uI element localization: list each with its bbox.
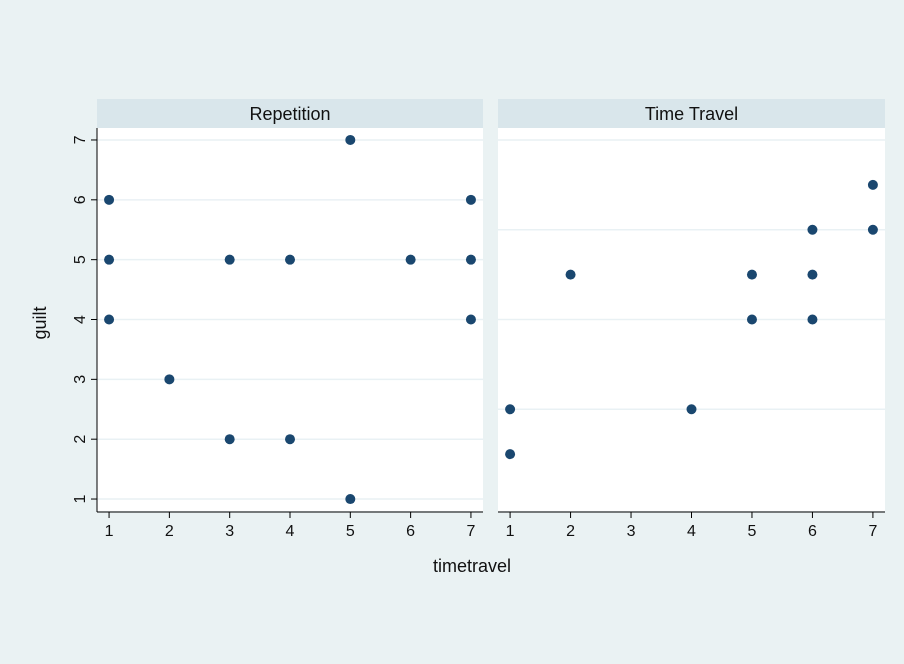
data-point (505, 404, 516, 415)
y-tick-label: 6 (72, 195, 89, 204)
chart-panels: Repetition 1 2 3 4 5 6 7 1 2 3 4 5 6 7 Time Travel 1 2 3 4 5… (72, 99, 885, 540)
data-point (285, 434, 295, 445)
x-tick-label: 4 (687, 523, 696, 540)
data-point (405, 254, 416, 265)
x-tick-label: 5 (346, 523, 355, 540)
data-point (104, 254, 115, 265)
data-point (565, 269, 576, 280)
y-tick-label: 5 (72, 255, 89, 264)
panel-header (97, 99, 483, 128)
y-axis-title: guilt (30, 306, 50, 339)
data-point (285, 254, 295, 265)
data-point (224, 254, 235, 265)
data-point (104, 194, 115, 205)
data-point (465, 194, 476, 205)
x-tick-label: 5 (748, 523, 757, 540)
x-tick-label: 2 (165, 523, 174, 540)
panel-2: Time Travel 1 2 3 4 5 6 7 (498, 99, 885, 540)
data-point (505, 449, 516, 460)
x-tick-label: 1 (506, 523, 515, 540)
data-point (345, 494, 356, 505)
x-tick-label: 7 (868, 523, 877, 540)
data-point (746, 314, 757, 325)
x-tick-label: 6 (808, 523, 817, 540)
y-tick-label: 1 (72, 494, 89, 503)
data-point (164, 374, 175, 385)
panel-title: Time Travel (645, 104, 738, 124)
data-point (224, 434, 235, 445)
data-point (746, 269, 757, 280)
panel-1: Repetition 1 2 3 4 5 6 7 1 2 3 4 5 6 7 (72, 99, 483, 540)
y-tick-label: 2 (72, 435, 89, 444)
data-point (465, 314, 476, 325)
y-tick-label: 4 (72, 315, 89, 324)
panel-title: Repetition (249, 104, 330, 124)
x-tick-label: 4 (286, 523, 295, 540)
data-point (686, 404, 697, 415)
y-tick-label: 3 (72, 375, 89, 384)
x-tick-label: 6 (406, 523, 415, 540)
x-tick-label: 3 (225, 523, 234, 540)
x-tick-label: 3 (627, 523, 636, 540)
panel-header (498, 99, 885, 128)
data-point (465, 254, 476, 265)
data-point (807, 224, 818, 235)
data-point (807, 269, 818, 280)
data-point (867, 224, 878, 235)
y-tick-label: 7 (72, 135, 89, 144)
x-tick-label: 2 (566, 523, 575, 540)
data-point (104, 314, 115, 325)
x-tick-label: 1 (105, 523, 114, 540)
x-tick-label: 7 (466, 523, 475, 540)
data-point (345, 134, 356, 145)
data-point (867, 179, 878, 190)
data-point (807, 314, 818, 325)
x-axis-title: timetravel (433, 556, 511, 576)
